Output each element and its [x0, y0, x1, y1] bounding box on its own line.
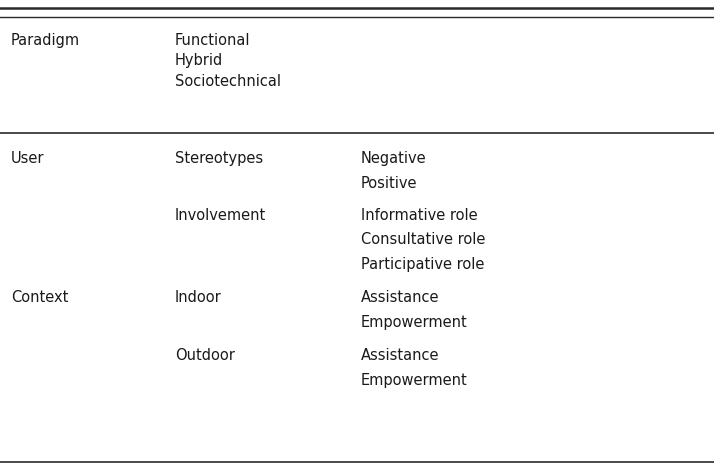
- Text: Empowerment: Empowerment: [361, 373, 468, 388]
- Text: Informative role: Informative role: [361, 208, 477, 223]
- Text: Hybrid: Hybrid: [175, 53, 223, 68]
- Text: Negative: Negative: [361, 151, 426, 166]
- Text: Participative role: Participative role: [361, 257, 484, 272]
- Text: Assistance: Assistance: [361, 348, 439, 363]
- Text: Consultative role: Consultative role: [361, 232, 485, 247]
- Text: Sociotechnical: Sociotechnical: [175, 74, 281, 89]
- Text: Positive: Positive: [361, 176, 417, 191]
- Text: Empowerment: Empowerment: [361, 315, 468, 330]
- Text: User: User: [11, 151, 44, 166]
- Text: Outdoor: Outdoor: [175, 348, 235, 363]
- Text: Paradigm: Paradigm: [11, 33, 80, 48]
- Text: Stereotypes: Stereotypes: [175, 151, 263, 166]
- Text: Involvement: Involvement: [175, 208, 266, 223]
- Text: Assistance: Assistance: [361, 290, 439, 305]
- Text: Context: Context: [11, 290, 68, 305]
- Text: Indoor: Indoor: [175, 290, 221, 305]
- Text: Functional: Functional: [175, 33, 251, 48]
